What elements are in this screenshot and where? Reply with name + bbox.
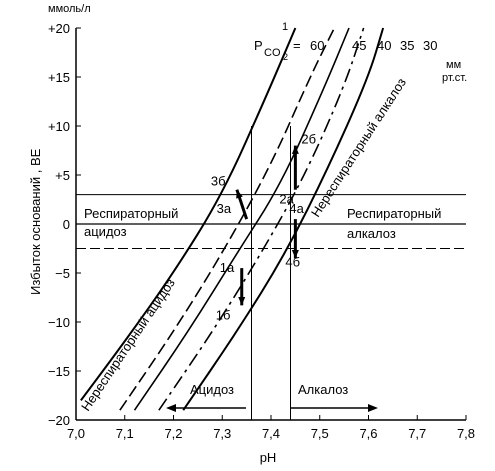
alkalosis-arrowhead: [368, 404, 378, 412]
points-layer: 1а 1б 2а 2б 3а 3б 4а 4б: [211, 132, 316, 323]
y-unit-label: ммоль/л: [48, 3, 91, 15]
point-label-2б: 2б: [301, 132, 316, 147]
x-tick-label: 7,0: [67, 426, 85, 441]
isobar-label-40: 40: [377, 38, 391, 53]
x-tick-label: 7,6: [359, 426, 377, 441]
arrow-2-head: [291, 145, 299, 154]
point-label-4б: 4б: [285, 254, 300, 269]
point-label-4а: 4а: [289, 201, 304, 216]
point-label-1а: 1а: [220, 260, 235, 275]
compensation-arrows-layer: [235, 145, 299, 306]
ticks-layer: 7,0 7,1 7,2 7,3 7,4 7,5 7,6 7,7 7,8 +20 +15 +10 +5 0 −…: [48, 21, 475, 441]
isobars-layer: [80, 27, 385, 411]
y-tick-label: +15: [48, 70, 70, 85]
label-resp-alkalosis-1: Респираторный: [347, 206, 441, 221]
x-axis-title: pH: [260, 450, 277, 465]
pco2-mark: 1: [282, 21, 288, 33]
x-tick-label: 7,7: [408, 426, 426, 441]
point-label-1б: 1б: [216, 307, 231, 322]
normal-bands-layer: [76, 126, 466, 420]
x-tick-label: 7,2: [164, 426, 182, 441]
isobar-label-45: 45: [352, 38, 366, 53]
y-tick-label: +5: [55, 168, 70, 183]
y-tick-label: −15: [48, 364, 70, 379]
isobar-label-30: 30: [423, 38, 437, 53]
isobar-40: [133, 27, 350, 411]
x-tick-label: 7,4: [262, 426, 280, 441]
y-tick-label: −10: [48, 315, 70, 330]
isobar-35: [158, 27, 365, 411]
label-resp-alkalosis-2: алкалоз: [347, 226, 396, 241]
isobar-60: [80, 27, 297, 401]
x-tick-label: 7,8: [457, 426, 475, 441]
arrow-4-head: [291, 250, 299, 259]
y-tick-label: 0: [63, 217, 70, 232]
label-resp-acidosis-1: Респираторный: [84, 206, 178, 221]
arrow-3-head: [236, 189, 243, 199]
y-tick-label: +20: [48, 21, 70, 36]
label-resp-acidosis-2: ацидоз: [84, 224, 127, 239]
label-nonresp-acidosis: Нереспираторный ацидоз: [78, 276, 178, 414]
pco2-sub: CO: [264, 47, 281, 59]
pco2-subsub: 2: [283, 52, 288, 62]
x-tick-label: 7,3: [213, 426, 231, 441]
label-alkalosis: Алкалоз: [298, 382, 348, 397]
isobar-30: [182, 27, 385, 411]
point-label-2а: 2а: [279, 192, 294, 207]
acidosis-arrowhead: [166, 404, 176, 412]
point-label-3б: 3б: [211, 174, 226, 189]
isobar-label-35: 35: [400, 38, 414, 53]
y-tick-label: −20: [48, 413, 70, 428]
x-tick-label: 7,1: [116, 426, 134, 441]
point-label-3а: 3а: [217, 201, 232, 216]
y-tick-label: +10: [48, 119, 70, 134]
pco2-label: P: [254, 38, 263, 53]
isobar-45: [119, 27, 336, 411]
isobar-label-60: 60: [310, 38, 324, 53]
pco2-unit-1: мм: [446, 59, 461, 71]
pco2-eq: =: [293, 38, 301, 53]
y-axis-title: Избыток оснований , BE: [28, 148, 43, 295]
x-tick-label: 7,5: [311, 426, 329, 441]
y-tick-label: −5: [55, 266, 70, 281]
pco2-unit-2: рт.ст.: [442, 72, 467, 84]
arrow-1-head: [238, 297, 246, 306]
